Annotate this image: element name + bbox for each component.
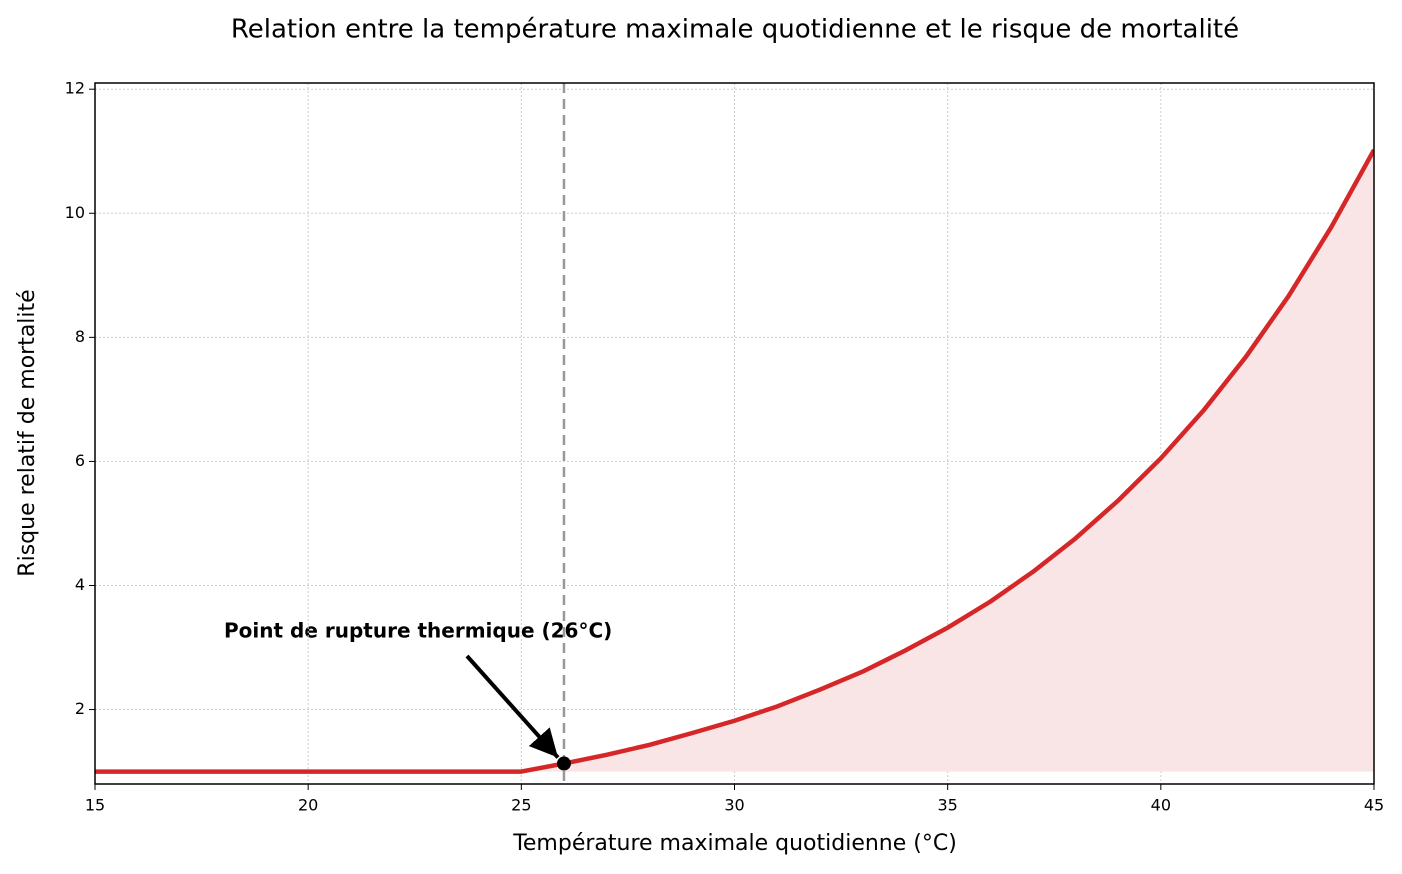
x-tick-label: 25 [511,796,531,815]
y-tick-label: 6 [75,451,85,470]
y-axis-label: Risque relatif de mortalité [15,289,40,576]
y-tick-label: 10 [65,203,85,222]
y-tick-label: 4 [75,575,85,594]
breakpoint-marker [556,756,571,771]
x-tick-label: 45 [1364,796,1384,815]
annotation: Point de rupture thermique (26°C) [224,619,612,643]
x-tick-label: 35 [937,796,957,815]
line [95,148,1374,774]
y-tick-label: 12 [65,79,85,98]
y-tick-label: 8 [75,327,85,346]
x-tick-label: 20 [298,796,318,815]
area [95,149,1374,772]
plot-frame [94,82,1375,785]
chart-title: Relation entre la température maximale q… [231,15,1239,45]
x-tick-label: 30 [724,796,744,815]
x-axis-label: Température maximale quotidienne (°C) [512,831,957,856]
annotation-arrow [465,654,560,759]
y-tick-label: 2 [75,699,85,718]
x-tick-label: 40 [1151,796,1171,815]
x-tick-label: 15 [85,796,105,815]
